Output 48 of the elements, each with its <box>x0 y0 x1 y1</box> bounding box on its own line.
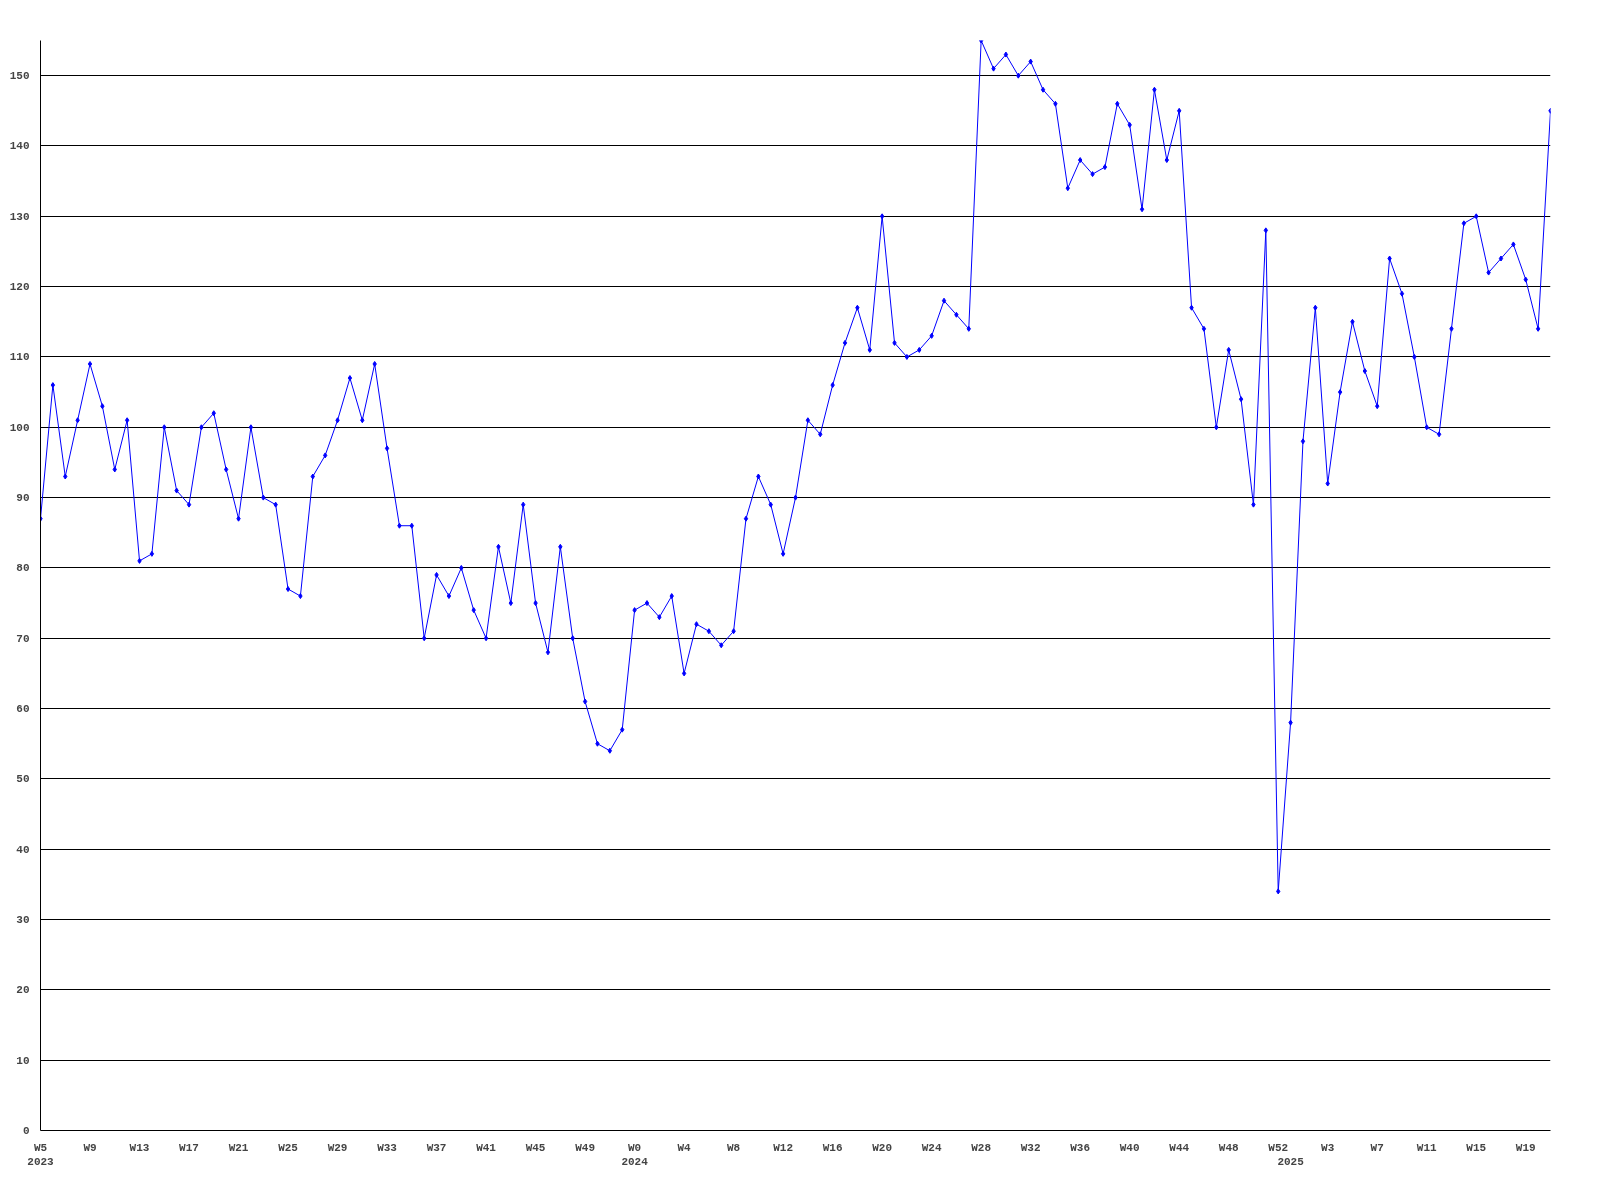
x-tick-label: W15 <box>1466 1141 1487 1154</box>
y-tick-label: 10 <box>16 1054 30 1067</box>
y-tick-label: 140 <box>9 140 30 153</box>
x-tick-label: W32 <box>1020 1141 1041 1154</box>
x-tick-label: W19 <box>1515 1141 1536 1154</box>
y-tick-label: 150 <box>9 70 30 83</box>
y-tick-label: 60 <box>16 703 30 716</box>
y-tick-label: 20 <box>16 984 30 997</box>
x-tick-label: W29 <box>327 1141 348 1154</box>
y-tick-label: 70 <box>16 632 30 645</box>
x-tick-label: W21 <box>228 1141 249 1154</box>
y-tick-label: 50 <box>16 773 30 786</box>
x-tick-label: W16 <box>822 1141 843 1154</box>
x-tick-label: W33 <box>377 1141 398 1154</box>
x-tick-label: W11 <box>1416 1141 1438 1154</box>
x-tick-label: W28 <box>971 1141 992 1154</box>
y-tick-label: 130 <box>9 210 30 223</box>
y-tick-label: 90 <box>16 492 30 505</box>
x-tick-label: W37 <box>426 1141 447 1154</box>
x-tick-label: W5 2023 <box>27 1141 55 1168</box>
x-tick-label: W7 <box>1370 1141 1384 1154</box>
y-tick-label: 120 <box>9 281 30 294</box>
y-tick-label: 100 <box>9 421 30 434</box>
x-tick-label: W24 <box>921 1141 942 1154</box>
x-tick-label: W13 <box>129 1141 150 1154</box>
x-tick-label: W36 <box>1070 1141 1091 1154</box>
y-tick-label: 30 <box>16 914 30 927</box>
x-tick-label: W44 <box>1169 1141 1190 1154</box>
x-tick-label: W8 <box>727 1141 741 1154</box>
x-tick-label: W49 <box>575 1141 595 1154</box>
x-tick-label: W0 2024 <box>621 1141 649 1168</box>
y-tick-label: 110 <box>9 351 30 364</box>
x-tick-label: W17 <box>179 1141 199 1154</box>
x-tick-label: W41 <box>476 1141 497 1154</box>
x-tick-label: W12 <box>773 1141 794 1154</box>
y-tick-label: 40 <box>16 843 30 856</box>
x-tick-label: W40 <box>1119 1141 1140 1154</box>
x-tick-label: W48 <box>1218 1141 1239 1154</box>
x-tick-label: 2025 <box>1277 1155 1305 1168</box>
x-tick-label: W20 <box>872 1141 893 1154</box>
x-tick-label: W25 <box>278 1141 299 1154</box>
x-tick-label: W3 <box>1321 1141 1335 1154</box>
y-tick-label: 0 <box>22 1125 30 1137</box>
x-tick-label: W9 <box>83 1141 97 1154</box>
x-tick-label: W45 <box>525 1141 546 1154</box>
y-tick-label: 80 <box>16 562 30 575</box>
x-tick-label: W52 <box>1268 1141 1289 1154</box>
x-tick-label: W4 <box>677 1141 692 1154</box>
